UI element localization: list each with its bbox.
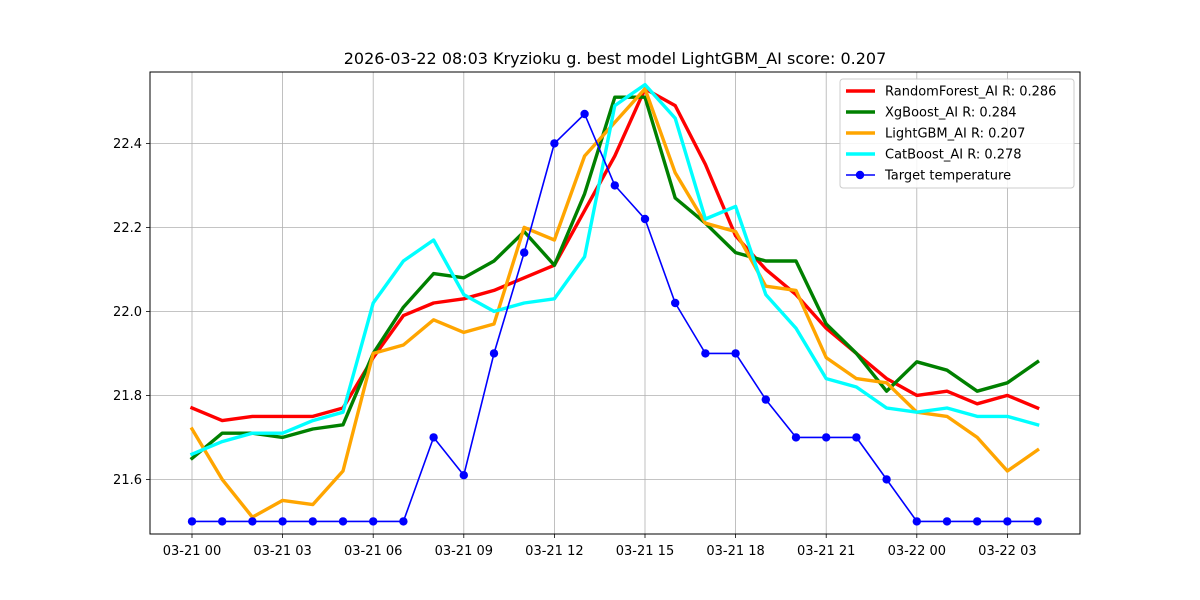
- target-point: [248, 517, 257, 526]
- catboost-ai-line: [189, 82, 1040, 457]
- target-point: [459, 471, 468, 480]
- target-point: [973, 517, 982, 526]
- target-point: [791, 433, 801, 442]
- legend-entry-label: LightGBM_AI R: 0.207: [885, 127, 1025, 142]
- y-tick-label: 22.2: [113, 221, 142, 236]
- x-tick-label: 03-21 00: [163, 544, 221, 559]
- target-point: [882, 475, 891, 484]
- x-tick-label: 03-21 09: [435, 544, 493, 559]
- target-point: [640, 214, 650, 224]
- legend-entry-label: RandomForest_AI R: 0.286: [885, 85, 1056, 100]
- x-tick-label: 03-21 21: [797, 544, 855, 559]
- legend-marker: [855, 170, 865, 180]
- chart-title: 2026-03-22 08:03 Kryzioku g. best model …: [344, 49, 887, 69]
- target-point: [278, 517, 287, 526]
- x-tick-label: 03-22 00: [888, 544, 946, 559]
- target-point: [369, 517, 378, 526]
- target-point: [550, 139, 559, 148]
- x-tick-label: 03-21 06: [344, 544, 402, 559]
- x-tick-label: 03-21 15: [616, 544, 674, 559]
- target-point: [1033, 517, 1042, 526]
- target-point: [942, 517, 952, 526]
- target-point: [338, 517, 348, 526]
- y-tick-label: 21.8: [113, 389, 142, 404]
- x-tick-label: 03-21 03: [253, 544, 311, 559]
- series-layer: [187, 82, 1042, 526]
- x-tick-label: 03-21 12: [525, 544, 583, 559]
- target-point: [1003, 517, 1012, 526]
- lightgbm-ai-line: [189, 87, 1040, 519]
- target-point: [520, 248, 529, 257]
- target-point: [822, 433, 831, 442]
- target-point: [489, 349, 499, 358]
- target-point: [429, 433, 438, 442]
- x-tick-label: 03-22 03: [978, 544, 1036, 559]
- target-point: [671, 298, 680, 308]
- target-point: [912, 517, 921, 526]
- xgboost-ai-line: [189, 95, 1040, 461]
- target-point: [580, 109, 589, 119]
- y-tick-label: 22.4: [113, 137, 142, 152]
- randomforest-ai-line: [189, 87, 1040, 423]
- legend-entry-label: Target temperature: [884, 169, 1011, 184]
- target-point: [852, 433, 861, 442]
- legend: RandomForest_AI R: 0.286 XgBoost_AI R: 0.…: [839, 78, 1075, 189]
- legend-box: [839, 78, 1075, 189]
- axes-frame: [149, 71, 1081, 535]
- y-tick-label: 21.6: [113, 473, 142, 488]
- target-point: [187, 517, 197, 526]
- target-point: [218, 517, 227, 526]
- target-point: [610, 181, 619, 190]
- y-tick-label: 22.0: [113, 305, 142, 320]
- target-point: [308, 517, 317, 526]
- tick-layer: 03-21 00 03-21 03 03-21 06 03-21 09 03-21 12…: [113, 137, 1037, 559]
- x-tick-label: 03-21 18: [706, 544, 764, 559]
- target-point: [399, 517, 408, 526]
- target-point: [761, 395, 770, 404]
- target-point: [731, 349, 740, 358]
- legend-entry-label: CatBoost_AI R: 0.278: [885, 148, 1022, 163]
- target-point: [701, 349, 710, 358]
- legend-entry-label: XgBoost_AI R: 0.284: [885, 106, 1017, 121]
